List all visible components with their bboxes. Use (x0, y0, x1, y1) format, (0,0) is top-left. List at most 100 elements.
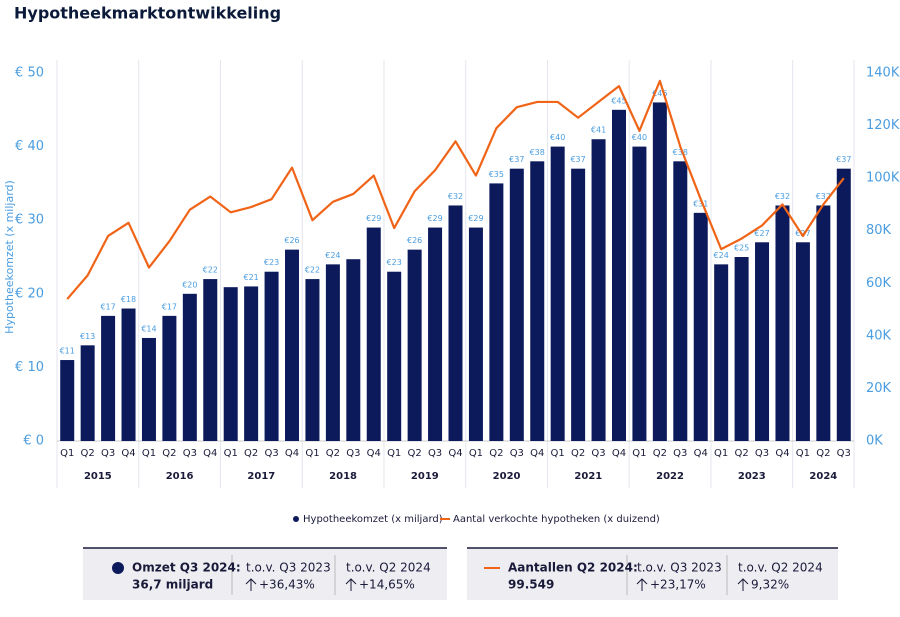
x-tick-label: Q1 (714, 448, 728, 459)
value-label-bg (303, 264, 322, 276)
comparison-value: +23,17% (650, 578, 706, 592)
x-tick-label: Q1 (60, 448, 74, 459)
x-tick-label: Q4 (121, 448, 135, 459)
value-label-bg (569, 153, 588, 165)
value-label-bg (99, 300, 118, 312)
value-label-bg (753, 227, 772, 239)
x-tick-label: Q1 (632, 448, 646, 459)
value-label: €17 (162, 302, 177, 311)
y-tick-label: € 40 (15, 139, 44, 154)
y2-tick-label: 140K (866, 66, 900, 81)
value-label: €37 (509, 155, 524, 164)
bar (325, 264, 340, 441)
value-label: €31 (693, 199, 708, 208)
x-tick-label: Q3 (755, 448, 769, 459)
x-tick-label: Q2 (734, 448, 748, 459)
x-tick-label: Q1 (469, 448, 483, 459)
year-label: 2016 (166, 471, 194, 482)
value-label: €22 (203, 266, 218, 275)
bar (407, 249, 422, 441)
y2-tick-label: 100K (866, 171, 900, 186)
bar (346, 259, 361, 441)
x-tick-label: Q4 (448, 448, 462, 459)
summary-box (83, 548, 447, 600)
value-label-bg (201, 264, 220, 276)
x-tick-label: Q3 (346, 448, 360, 459)
arrow-up (345, 578, 357, 591)
x-tick-label: Q3 (101, 448, 115, 459)
y-tick-label: € 30 (15, 213, 44, 228)
x-tick-label: Q2 (81, 448, 95, 459)
x-tick-label: Q4 (367, 448, 381, 459)
value-label-bg (58, 345, 77, 357)
value-label-bg (548, 131, 567, 143)
summary-title: Omzet Q3 2024: (132, 561, 241, 575)
summary-box (467, 548, 838, 600)
comparison-value: +14,65% (359, 578, 415, 592)
y-tick-label: € 10 (15, 360, 44, 375)
value-label: €20 (182, 280, 197, 289)
comparison-label: t.o.v. Q2 2024 (738, 561, 823, 575)
value-label: €25 (734, 244, 749, 253)
value-label: €17 (100, 302, 115, 311)
value-label-bg (323, 249, 342, 261)
x-tick-label: Q2 (571, 448, 585, 459)
bar (101, 315, 116, 441)
year-label: 2023 (738, 471, 766, 482)
x-tick-label: Q4 (775, 448, 789, 459)
x-tick-label: Q2 (653, 448, 667, 459)
value-label-bg (732, 242, 751, 253)
bar (571, 168, 586, 441)
x-tick-label: Q3 (264, 448, 278, 459)
year-label: 2022 (656, 471, 684, 482)
bar (141, 337, 156, 441)
x-tick-label: Q4 (694, 448, 708, 459)
value-label: €21 (244, 273, 259, 282)
x-tick-label: Q3 (428, 448, 442, 459)
value-label: €22 (305, 266, 320, 275)
comparison-value: 9,32% (751, 578, 789, 592)
value-label: €23 (387, 258, 402, 267)
value-label-bg (262, 256, 281, 268)
value-label-bg (487, 168, 506, 180)
y2-tick-label: 60K (866, 276, 892, 291)
y-tick-label: € 50 (15, 66, 44, 81)
value-label-bg (385, 256, 404, 268)
bar (734, 257, 749, 441)
x-tick-label: Q1 (796, 448, 810, 459)
bar (162, 315, 177, 441)
value-label-bg (160, 300, 179, 312)
bar (611, 109, 626, 442)
x-tick-label: Q3 (837, 448, 851, 459)
bar (775, 205, 790, 441)
summary-icon (112, 562, 124, 574)
value-label: €11 (60, 347, 75, 356)
value-label: €41 (591, 126, 606, 135)
bar (223, 287, 238, 441)
legend-label: Hypotheekomzet (x miljard) (303, 514, 443, 525)
y2-tick-label: 0K (866, 434, 883, 449)
x-tick-label: Q3 (673, 448, 687, 459)
value-label: €45 (611, 96, 626, 105)
bar (673, 161, 688, 441)
year-label: 2015 (84, 471, 112, 482)
value-label-bg (507, 153, 526, 165)
bar (816, 205, 831, 441)
bar (652, 102, 667, 441)
bar (836, 168, 851, 441)
value-label-bg (630, 131, 649, 143)
bar (203, 279, 218, 441)
value-label: €14 (141, 324, 156, 333)
bar (591, 139, 606, 442)
value-label: €24 (325, 251, 340, 260)
bar (530, 161, 545, 441)
bar (448, 205, 463, 441)
summary-value: 99.549 (508, 578, 554, 592)
value-label: €29 (468, 214, 483, 223)
x-tick-label: Q4 (530, 448, 544, 459)
x-tick-label: Q1 (224, 448, 238, 459)
bar (264, 271, 279, 441)
value-label: €27 (754, 229, 769, 238)
x-tick-label: Q1 (142, 448, 156, 459)
